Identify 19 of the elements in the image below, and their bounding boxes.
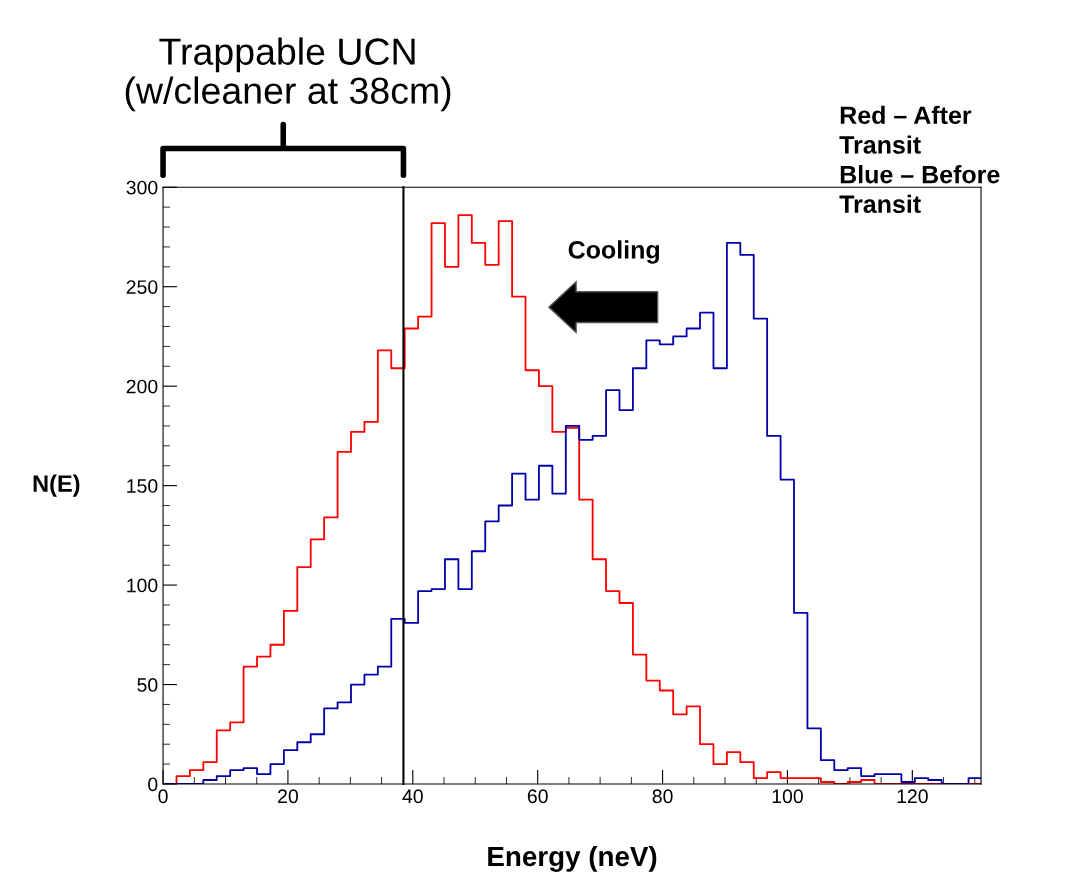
annotation: Red – After Transit Blue – Before Transit (839, 105, 1000, 214)
x-tick-label: 20 (278, 789, 298, 804)
y-tick-label: 50 (137, 678, 158, 692)
y-tick-label: 150 (127, 479, 158, 493)
x-tick-label: 100 (772, 789, 803, 804)
y-tick-label: 300 (126, 180, 158, 195)
y-tick-label: 250 (126, 280, 158, 294)
x-tick-label: 80 (652, 789, 673, 804)
text: Trappable UCN (w/cleaner at 38cm) (125, 37, 451, 112)
x-tick-label: 60 (527, 789, 548, 804)
x-tick-label: 40 (402, 789, 423, 804)
x-axis-title: Energy (neV) (488, 845, 657, 872)
x-tick-label: 120 (897, 789, 928, 804)
y-tick-label: 100 (127, 578, 158, 593)
y-tick-label: 200 (126, 379, 158, 394)
annotation: Cooling (568, 240, 659, 264)
y-axis-title: N(E) (33, 474, 80, 497)
y-tick-label: 0 (148, 777, 158, 792)
x-tick-label: 0 (158, 789, 168, 804)
